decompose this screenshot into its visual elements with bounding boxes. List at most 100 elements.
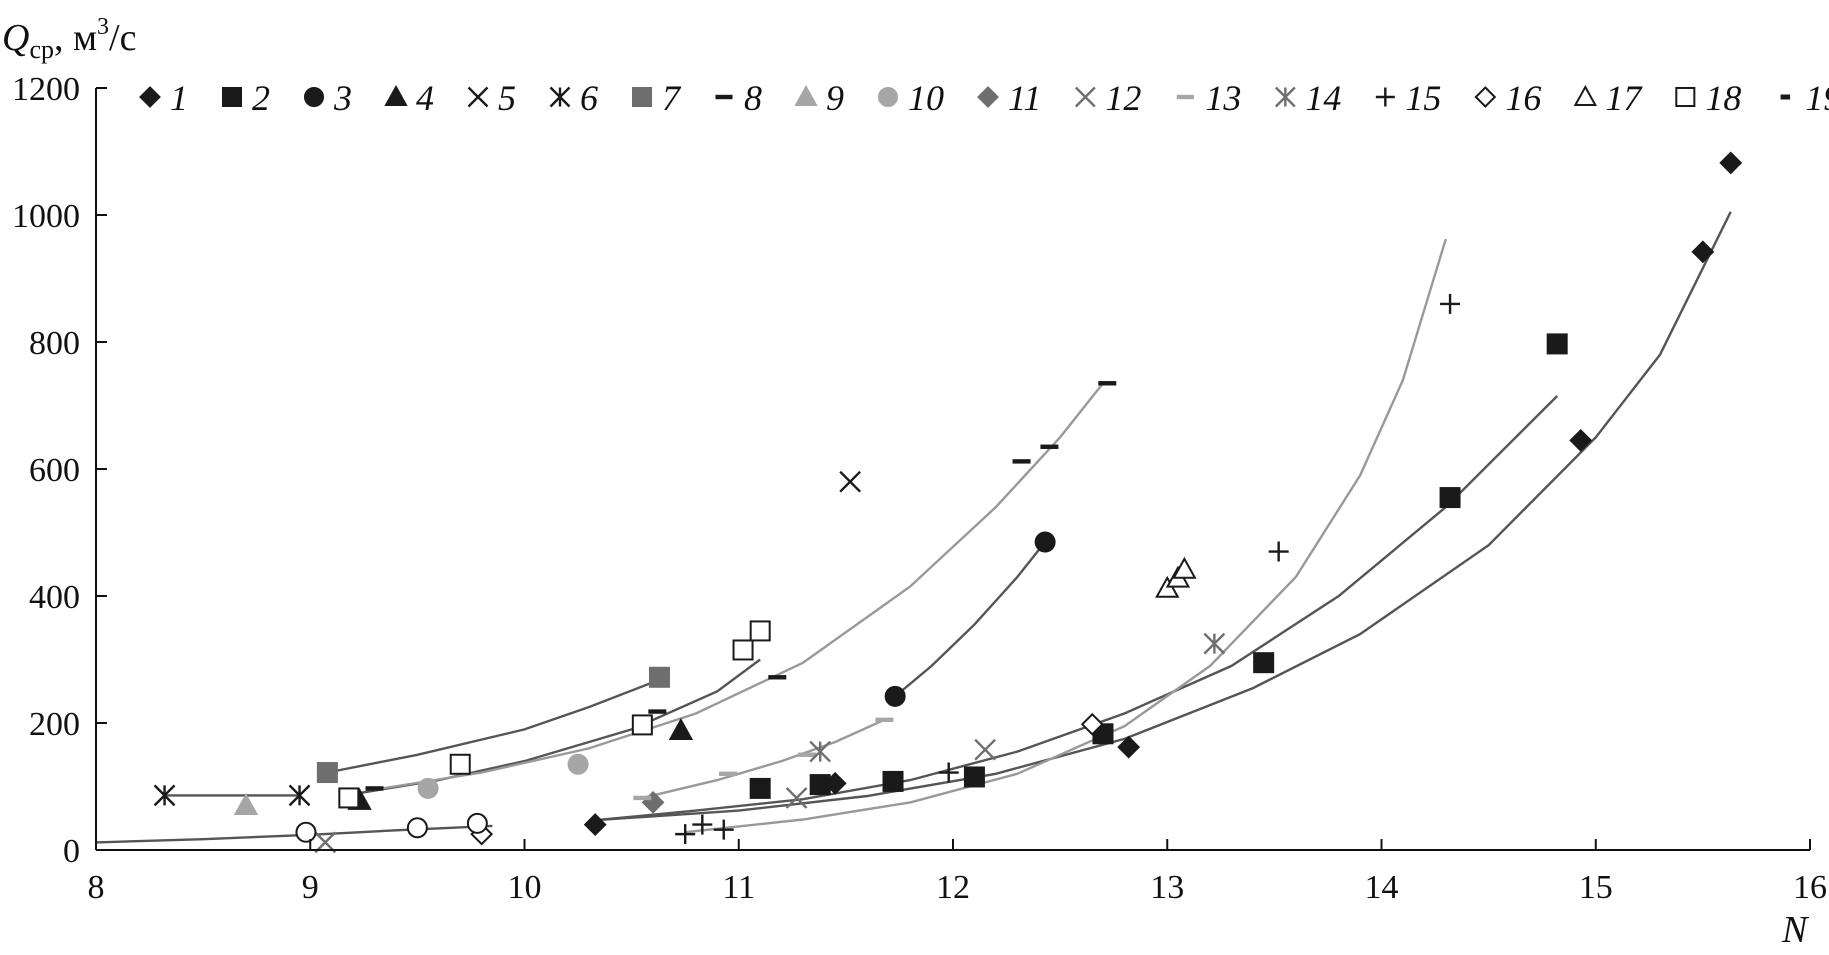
data-point-series-13 [719,771,738,776]
fit-curve [374,382,1104,791]
data-point-series-20 [295,821,317,843]
data-point-series-8 [1012,459,1031,464]
data-point-series-8 [768,675,787,680]
data-point-series-10 [417,777,439,799]
legend-label-series-3: 3 [333,78,352,118]
data-point-series-18 [749,620,771,642]
data-point-series-4 [668,718,694,741]
legend-label-series-17: 17 [1605,78,1643,118]
data-point-series-9 [233,792,259,815]
legend-marker-series-4 [384,84,408,106]
data-point-series-20 [466,812,488,834]
legend-label-series-19: 19 [1805,78,1829,118]
data-point-series-2 [1546,333,1568,355]
data-point-series-11 [641,790,665,814]
legend-label-series-11: 11 [1008,78,1041,118]
data-point-series-1 [1569,429,1593,452]
data-point-series-2 [963,766,985,788]
fit-curve [95,824,493,844]
data-point-series-18 [338,787,360,809]
legend-label-series-8: 8 [744,78,762,118]
data-point-series-1 [1117,735,1141,759]
legend-label-series-13: 13 [1205,78,1241,118]
legend-label-series-14: 14 [1305,78,1341,118]
y-tick-label: 800 [29,325,80,362]
x-axis-title: N [1781,909,1810,951]
y-axis-title-unit: , м [54,17,97,59]
data-point-series-12 [785,787,808,809]
data-point-series-6 [288,784,311,807]
legend-marker-series-14 [1274,86,1296,108]
legend-marker-series-13 [1176,94,1194,100]
x-tick-label: 9 [302,869,319,906]
legend-marker-series-5 [467,86,489,108]
x-tick-label: 8 [88,869,105,906]
y-axis-title: Qср, м3/с [2,14,136,64]
data-point-series-15 [938,762,959,783]
data-point-series-1 [1719,151,1743,175]
data-point-series-2 [809,774,831,796]
y-axis-title-subscript: ср [29,35,54,64]
legend-label-series-2: 2 [252,78,270,118]
data-point-series-8 [1040,444,1059,449]
data-point-series-20 [406,817,428,839]
x-tick-label: 12 [936,869,970,906]
legend-label-series-5: 5 [498,78,516,118]
legend-label-series-16: 16 [1505,78,1541,118]
data-point-series-3 [884,685,906,707]
data-point-series-18 [449,753,471,775]
legend-label-series-12: 12 [1105,78,1141,118]
data-point-series-13 [875,717,894,723]
data-point-series-6 [153,784,176,807]
legend: 1234567891011121314151617181920 [139,78,1829,118]
data-point-series-5 [839,470,862,493]
legend-label-series-9: 9 [826,78,844,118]
legend-label-series-6: 6 [580,78,598,118]
y-tick-label: 1000 [12,198,80,235]
data-point-series-1 [583,813,607,837]
data-point-series-13 [798,752,817,757]
data-point-series-15 [675,824,696,845]
data-point-series-2 [882,770,904,792]
legend-label-series-18: 18 [1705,78,1741,118]
data-points [153,151,1743,854]
data-point-series-14 [1203,632,1226,655]
data-point-series-15 [1440,293,1461,314]
legend-marker-series-7 [631,86,653,108]
x-tick-label: 11 [722,869,755,906]
legend-marker-series-17 [1573,84,1598,106]
data-point-series-18 [631,714,653,736]
data-point-series-2 [1253,652,1275,674]
legend-marker-series-1 [139,86,161,108]
data-point-series-7 [316,762,338,784]
data-point-series-15 [692,814,713,835]
legend-marker-series-19 [1780,94,1791,100]
x-tick-label: 16 [1793,869,1827,906]
data-point-series-8 [648,709,667,714]
legend-marker-series-15 [1375,87,1395,107]
legend-label-series-15: 15 [1405,78,1441,118]
data-point-series-12 [974,738,996,761]
y-tick-label: 1200 [12,71,80,108]
data-point-series-8 [1098,381,1117,386]
axes [95,88,1810,851]
x-tick-label: 15 [1579,869,1613,906]
fit-curve [685,238,1447,834]
y-tick-label: 400 [29,579,80,616]
data-point-series-13 [633,795,652,801]
y-axis-title-symbol: Q [2,17,29,59]
fit-curve [595,395,1559,822]
data-point-series-15 [1268,541,1289,562]
legend-marker-series-16 [1474,86,1497,108]
legend-marker-series-11 [977,86,999,108]
data-point-series-7 [648,666,670,688]
legend-marker-series-8 [715,94,733,100]
legend-marker-series-9 [794,84,818,106]
y-tick-label: 200 [29,706,80,743]
data-point-series-8 [365,786,384,791]
x-tick-label: 14 [1365,869,1399,906]
data-point-series-16 [1080,712,1104,736]
data-point-series-2 [749,777,771,799]
